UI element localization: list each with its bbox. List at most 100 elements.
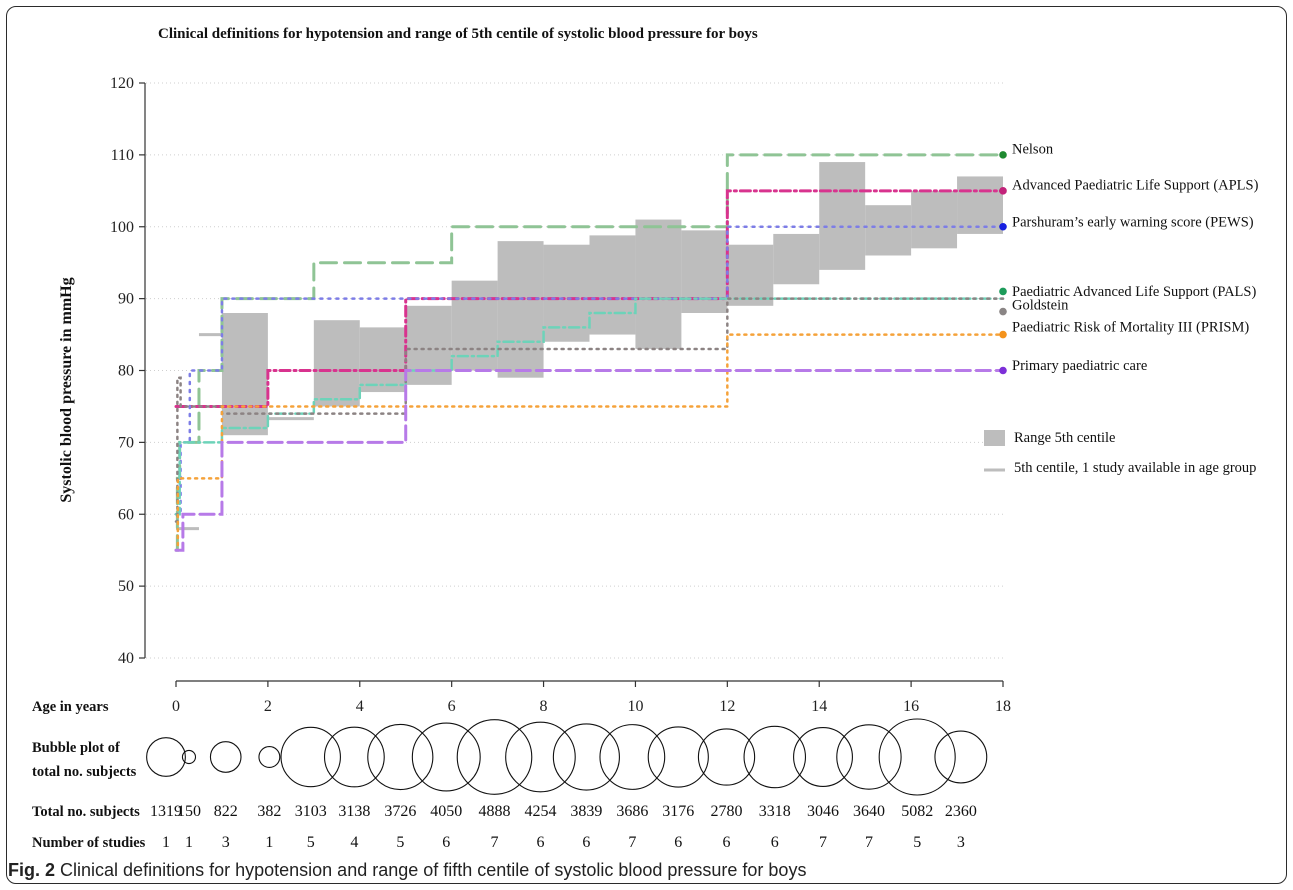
subject-bubble	[599, 724, 666, 790]
end-markers	[999, 151, 1007, 375]
study-count-value: 5	[913, 834, 921, 851]
range-box	[635, 219, 682, 349]
range-box	[313, 320, 360, 407]
series-line	[174, 369, 1005, 552]
subject-bubble	[934, 730, 988, 784]
total-subjects-value: 3640	[853, 803, 885, 820]
subject-bubble	[456, 719, 533, 795]
subject-bubble	[411, 722, 481, 792]
x-tick-label: 4	[356, 698, 364, 715]
study-count-value: 3	[222, 834, 230, 851]
y-axis-label: Systolic blood pressure in mmHg	[58, 277, 75, 502]
x-tick-label: 2	[264, 698, 272, 715]
study-count-value: 3	[957, 834, 965, 851]
x-tick-label: 8	[540, 698, 548, 715]
series-label: Advanced Paediatric Life Support (APLS)	[1012, 178, 1259, 194]
x-tick-label: 10	[627, 698, 643, 715]
x-tick-label: 6	[448, 698, 456, 715]
total-subjects-value: 3176	[662, 803, 694, 820]
study-count-value: 1	[185, 834, 193, 851]
series-label: Primary paediatric care	[1012, 358, 1147, 374]
series-label: Paediatric Risk of Mortality III (PRISM)	[1012, 319, 1249, 335]
subject-bubble	[209, 741, 242, 773]
total-subjects-value: 3103	[295, 803, 327, 820]
legend-label: Range 5th centile	[1014, 430, 1115, 446]
y-tick-label: 120	[110, 75, 134, 92]
subject-bubble	[181, 749, 197, 765]
row-label-bubble: total no. subjects	[32, 764, 137, 780]
subject-bubble	[878, 718, 956, 796]
x-tick-label: 12	[719, 698, 735, 715]
series-end-marker	[999, 366, 1007, 375]
series-end-marker	[999, 287, 1007, 296]
study-count-value: 6	[442, 834, 450, 851]
total-subjects-value: 3046	[807, 803, 839, 820]
subject-bubble	[793, 727, 853, 787]
range-box	[819, 162, 866, 270]
y-tick-label: 60	[118, 506, 134, 523]
series-line	[174, 297, 1005, 523]
subject-bubble	[505, 721, 576, 793]
total-subjects-value: 3318	[759, 803, 791, 820]
series-label: Paediatric Advanced Life Support (PALS)	[1012, 284, 1256, 300]
study-count-value: 7	[628, 834, 636, 851]
subject-bubble	[323, 726, 385, 788]
range-box	[911, 190, 958, 249]
study-count-value: 6	[536, 834, 544, 851]
study-count-value: 1	[265, 834, 273, 851]
study-count-value: 6	[771, 834, 779, 851]
range-box	[405, 305, 452, 385]
chart-title: Clinical definitions for hypotension and…	[158, 26, 758, 42]
y-axis: 40 50 60 70 80 90 100 110 120	[110, 75, 146, 667]
x-tick-label: 18	[995, 698, 1011, 715]
subject-bubble	[258, 746, 281, 768]
total-subjects-value: 382	[257, 803, 281, 820]
total-subjects-value: 3839	[570, 803, 602, 820]
study-count-value: 1	[162, 834, 170, 851]
range-box	[865, 205, 912, 256]
total-subjects-value: 4050	[430, 803, 462, 820]
y-tick-label: 80	[118, 363, 134, 380]
y-tick-label: 110	[111, 147, 134, 164]
range-box	[359, 327, 406, 393]
subject-bubble	[647, 726, 709, 788]
study-count-value: 7	[819, 834, 827, 851]
series-end-marker	[999, 307, 1007, 316]
series-label: Nelson	[1012, 142, 1054, 158]
y-tick-label: 100	[110, 219, 134, 236]
x-tick-label: 0	[172, 698, 180, 715]
series-end-marker	[999, 151, 1007, 159]
study-count-value: 7	[865, 834, 873, 851]
range-boxes	[221, 162, 1003, 436]
range-box	[543, 244, 590, 342]
y-tick-label: 70	[118, 434, 134, 451]
study-count-value: 6	[723, 834, 731, 851]
single-study-lines	[176, 333, 314, 531]
x-tick-label: 14	[811, 698, 827, 715]
total-subjects-value: 2360	[945, 803, 977, 820]
age-group-table: Age in years Bubble plot of total no. subj…	[32, 699, 988, 851]
caption-label: Fig. 2	[8, 860, 56, 880]
x-tick-label: 16	[903, 698, 919, 715]
study-count-value: 6	[582, 834, 590, 851]
range-box	[727, 244, 774, 306]
legend-label: 5th centile, 1 study available in age gr…	[1014, 460, 1256, 476]
y-tick-label: 90	[118, 291, 134, 308]
total-subjects-value: 150	[177, 803, 201, 820]
range-box	[681, 230, 728, 313]
figure-frame	[6, 6, 1287, 884]
total-subjects-value: 1319	[150, 803, 182, 820]
series-labels: Nelson Advanced Paediatric Life Support (…	[1012, 142, 1259, 374]
caption-text: Clinical definitions for hypotension and…	[60, 860, 807, 880]
total-subjects-value: 3726	[384, 803, 416, 820]
total-subjects-value: 2780	[711, 803, 743, 820]
subject-bubble	[697, 728, 756, 786]
subject-bubble	[367, 723, 434, 791]
series-end-marker	[999, 187, 1007, 195]
y-tick-label: 40	[118, 650, 134, 667]
study-count-value: 5	[307, 834, 315, 851]
series-end-marker	[999, 222, 1007, 231]
y-tick-label: 50	[118, 578, 134, 595]
subject-bubble	[146, 737, 186, 777]
